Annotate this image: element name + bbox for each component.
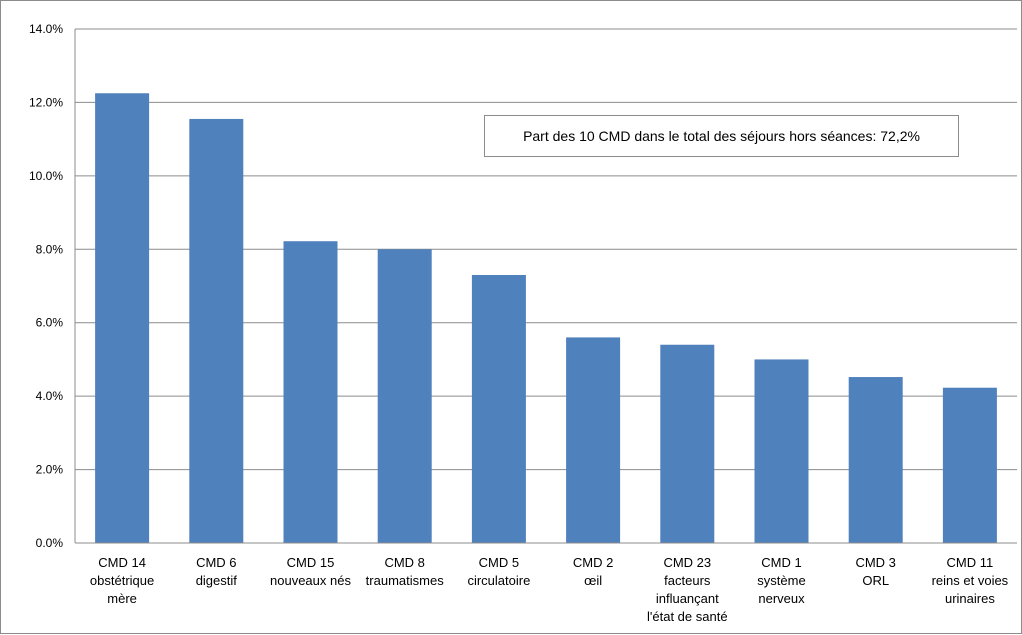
y-tick-label: 4.0%: [36, 389, 64, 403]
y-tick-labels: 0.0% 2.0% 4.0% 6.0% 8.0% 10.0% 12.0% 14.0%: [29, 22, 63, 550]
bars: [95, 93, 997, 544]
y-tick-label: 8.0%: [36, 242, 64, 256]
bar: [848, 377, 903, 543]
y-tick-label: 6.0%: [36, 316, 64, 330]
annotation-text: Part des 10 CMD dans le total des séjour…: [523, 128, 920, 144]
bar: [471, 274, 526, 543]
x-category-label: CMD 2 œil: [573, 555, 613, 588]
x-category-label: CMD 14 obstétrique mère: [90, 555, 154, 606]
bar: [283, 241, 338, 544]
x-category-label: CMD 6 digestif: [196, 555, 238, 588]
axes: [74, 29, 1017, 544]
y-tick-label: 0.0%: [36, 536, 64, 550]
bar: [660, 344, 715, 543]
x-category-label: CMD 1 système nerveux: [757, 555, 805, 606]
x-category-label: CMD 8 traumatismes: [366, 555, 445, 588]
bar: [942, 387, 997, 543]
x-category-label: CMD 23 facteurs influançant l'état de santé: [647, 555, 728, 624]
y-tick-label: 10.0%: [29, 169, 63, 183]
x-category-label: CMD 11 reins et voies urinaires: [932, 555, 1009, 606]
annotation-box: Part des 10 CMD dans le total des séjour…: [484, 115, 959, 157]
bar: [566, 337, 621, 543]
x-category-label: CMD 3 ORL: [855, 555, 895, 588]
y-tick-label: 12.0%: [29, 95, 63, 109]
bar: [95, 93, 150, 543]
x-category-label: CMD 5 circulatoire: [467, 555, 530, 588]
bar: [189, 118, 244, 543]
bar: [754, 359, 809, 543]
x-category-label: CMD 15 nouveaux nés: [270, 555, 351, 588]
category-labels: CMD 14 obstétrique mère CMD 6 digestif CMD 15…: [90, 555, 1009, 624]
y-tick-label: 14.0%: [29, 22, 63, 36]
y-tick-label: 2.0%: [36, 463, 64, 477]
bar: [377, 249, 432, 544]
